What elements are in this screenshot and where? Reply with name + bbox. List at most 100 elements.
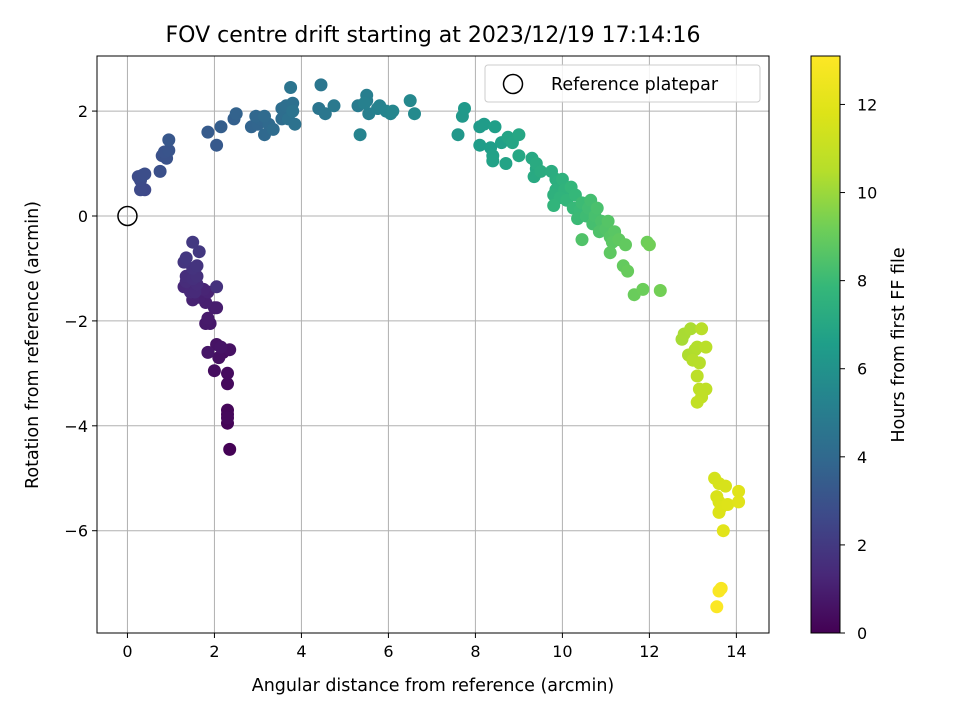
data-point: [353, 128, 367, 142]
x-tick-label: 6: [383, 642, 393, 661]
data-point: [258, 109, 271, 123]
data-point: [636, 282, 650, 296]
colorbar-tick-label: 12: [857, 95, 877, 114]
data-point: [473, 138, 487, 152]
x-tick-label: 4: [296, 642, 306, 661]
data-point: [284, 81, 298, 94]
x-tick-label: 0: [122, 642, 132, 661]
data-point: [621, 264, 635, 278]
legend-open-circle-marker: [502, 73, 524, 95]
data-point: [162, 143, 176, 157]
data-point: [653, 284, 667, 297]
data-point: [575, 233, 589, 247]
data-point: [619, 238, 632, 252]
legend: Reference platepar: [484, 64, 761, 103]
data-point: [690, 395, 704, 409]
data-point: [695, 322, 709, 336]
data-point: [534, 164, 548, 178]
colorbar-tick-label: 6: [857, 360, 867, 379]
x-axis-ticks: 0 2 4 6 8 10 12 14: [122, 633, 747, 661]
data-point: [386, 104, 400, 118]
data-point: [555, 172, 569, 186]
data-point: [690, 369, 704, 383]
data-point: [210, 280, 224, 294]
data-point: [721, 498, 735, 511]
y-tick-label: −6: [64, 522, 88, 541]
data-point: [603, 246, 617, 260]
y-tick-label: −2: [64, 312, 88, 331]
data-point: [499, 157, 513, 170]
data-point: [179, 251, 193, 265]
data-point: [408, 107, 421, 121]
data-point: [512, 149, 526, 163]
reference-platepar-marker: [117, 205, 138, 227]
data-point: [221, 377, 234, 391]
colorbar-tick-label: 2: [857, 536, 867, 555]
data-point: [221, 411, 234, 425]
data-point: [403, 94, 417, 108]
data-point: [162, 133, 176, 147]
data-point: [201, 345, 215, 359]
data-point: [512, 128, 526, 142]
data-point: [153, 164, 167, 178]
plot-frame: [96, 55, 770, 634]
colorbar-tick-label: 8: [857, 272, 867, 291]
x-tick-label: 12: [639, 642, 659, 661]
data-point: [214, 340, 228, 354]
data-point: [477, 117, 491, 131]
reference-marker-group: [117, 205, 138, 227]
colorbar-tick-label: 4: [857, 448, 867, 467]
data-point: [458, 102, 471, 115]
data-point: [201, 311, 215, 325]
legend-entry-reference-platepar: Reference platepar: [551, 75, 719, 95]
data-point: [488, 120, 502, 134]
data-point: [210, 138, 224, 152]
x-tick-label: 8: [470, 642, 480, 661]
data-point: [207, 364, 221, 378]
x-tick-label: 2: [209, 642, 219, 661]
data-point: [642, 238, 656, 252]
colorbar-tick-label: 10: [857, 184, 877, 203]
data-point: [712, 505, 726, 519]
y-axis-ticks: 2 0 −2 −4 −6: [64, 102, 97, 541]
data-point: [710, 600, 724, 614]
data-point: [719, 479, 732, 493]
data-point: [286, 104, 300, 118]
data-point: [190, 259, 204, 273]
data-point: [547, 199, 561, 212]
colorbar-tick-label: 0: [857, 624, 867, 643]
data-point: [210, 301, 224, 315]
x-axis-label: Angular distance from reference (arcmin): [252, 676, 615, 696]
colorbar-label: Hours from first FF file: [889, 247, 909, 442]
data-point: [327, 99, 341, 113]
x-tick-label: 14: [726, 642, 746, 661]
data-point: [138, 167, 152, 181]
data-point: [214, 120, 228, 134]
data-point: [229, 107, 243, 121]
data-point: [486, 154, 500, 168]
data-point: [221, 366, 234, 380]
data-point: [699, 340, 713, 354]
data-point: [212, 351, 226, 365]
data-point: [732, 484, 746, 498]
y-tick-label: 2: [78, 102, 88, 121]
data-point: [288, 117, 302, 131]
data-point: [134, 183, 147, 197]
x-tick-label: 10: [552, 642, 572, 661]
data-point: [732, 495, 746, 509]
legend-box: [484, 64, 761, 103]
data-point: [601, 214, 615, 228]
y-tick-label: 0: [78, 207, 88, 226]
data-point: [684, 322, 698, 336]
colorbar: [810, 55, 841, 634]
data-point: [186, 235, 200, 249]
data-point: [192, 245, 206, 259]
y-axis-label: Rotation from reference (arcmin): [23, 201, 43, 489]
data-point: [590, 201, 604, 215]
data-point: [266, 122, 280, 136]
data-point: [712, 584, 726, 598]
chart-title: FOV centre drift starting at 2023/12/19 …: [166, 23, 701, 48]
data-point: [318, 107, 332, 121]
data-point: [201, 125, 215, 139]
